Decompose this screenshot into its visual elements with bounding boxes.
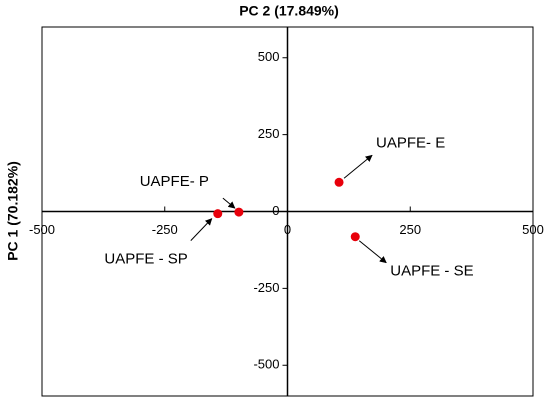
annotation-arrow: [343, 154, 373, 179]
point: [334, 177, 344, 187]
chart-title: PC 2 (17.849%): [239, 3, 339, 19]
point: [234, 207, 244, 217]
annotation-arrow: [190, 218, 213, 241]
annotation-arrow: [222, 197, 236, 209]
y-tick-label: 250: [258, 126, 280, 141]
x-tick-label: 250: [399, 222, 421, 237]
annotation-arrow: [358, 240, 387, 264]
y-tick-label: -250: [253, 280, 279, 295]
x-tick-label: -500: [29, 222, 55, 237]
y-tick-label: 500: [258, 49, 280, 64]
x-tick-label: 500: [522, 222, 544, 237]
x-tick-label: 0: [284, 222, 291, 237]
x-tick-label: -250: [152, 222, 178, 237]
point-label: UAPFE- P: [140, 173, 209, 190]
point: [350, 232, 360, 242]
y-tick-label: 0: [272, 203, 279, 218]
y-tick-label: -500: [253, 357, 279, 372]
y-axis-label: PC 1 (70.182%): [5, 161, 21, 261]
point: [213, 209, 223, 219]
point-label: UAPFE- E: [376, 134, 445, 151]
point-label: UAPFE - SE: [390, 263, 473, 280]
point-label: UAPFE - SP: [104, 251, 187, 268]
